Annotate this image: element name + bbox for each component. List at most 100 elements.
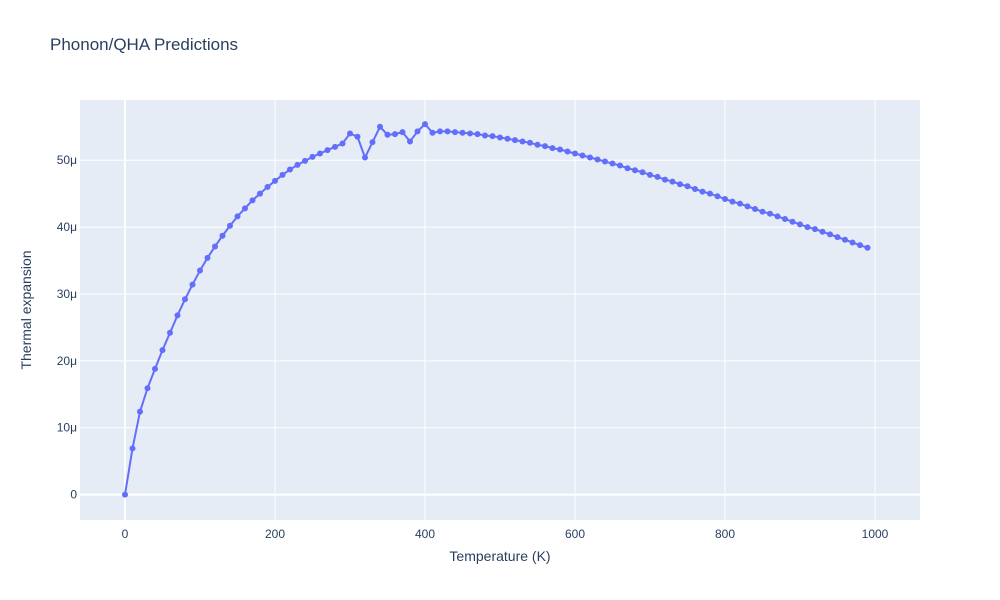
data-point [467, 130, 473, 137]
x-tick-label: 200 [265, 527, 285, 541]
data-point [422, 121, 428, 128]
x-gridlines [124, 100, 876, 520]
data-point [152, 365, 158, 372]
data-point [212, 243, 218, 250]
y-tick-label: 30μ [57, 287, 77, 301]
data-point [399, 129, 406, 136]
data-point [452, 129, 458, 136]
data-point [714, 193, 721, 200]
data-point [669, 178, 676, 185]
data-point [144, 385, 151, 392]
data-point [227, 222, 233, 229]
data-point [677, 181, 683, 188]
x-tick-label: 0 [122, 527, 129, 541]
data-point [842, 236, 848, 243]
data-point [197, 267, 203, 274]
data-point [204, 254, 211, 261]
data-point [332, 143, 338, 150]
data-point [249, 197, 256, 204]
data-point [864, 244, 871, 251]
y-tick-label: 50μ [57, 153, 77, 167]
y-tick-label: 20μ [57, 354, 77, 368]
data-point [257, 190, 263, 197]
data-point [489, 133, 496, 140]
data-point [684, 183, 691, 190]
data-point [819, 228, 826, 235]
data-point [534, 141, 541, 148]
data-point [512, 137, 518, 144]
data-point [609, 160, 616, 167]
x-axis-title: Temperature (K) [449, 548, 550, 564]
data-point [572, 150, 578, 157]
data-point [737, 200, 743, 207]
data-point [189, 281, 196, 288]
data-point [542, 143, 548, 150]
data-point [122, 491, 128, 498]
data-point [579, 152, 586, 159]
series-layer [122, 121, 871, 498]
data-point [377, 123, 383, 130]
data-point [272, 177, 278, 184]
data-point [279, 171, 286, 178]
data-point [662, 176, 668, 183]
data-point [504, 135, 511, 142]
y-gridlines [80, 159, 920, 496]
data-point [294, 161, 301, 168]
data-point [722, 195, 728, 202]
data-point [354, 133, 361, 140]
data-point [414, 128, 421, 135]
data-point [834, 234, 841, 241]
data-point [827, 231, 833, 238]
data-point [497, 134, 503, 141]
data-point [437, 128, 443, 135]
data-point [549, 145, 556, 152]
data-point [219, 232, 226, 239]
y-tick-label: 10μ [57, 421, 77, 435]
data-point [287, 166, 293, 173]
data-point [654, 173, 661, 180]
data-point [602, 158, 608, 165]
data-point [242, 205, 248, 212]
data-point [302, 157, 308, 164]
data-point [339, 140, 346, 147]
data-point [459, 129, 466, 136]
y-tick-label: 0 [70, 488, 77, 502]
data-point [692, 185, 698, 192]
data-point [309, 153, 316, 160]
data-point [527, 139, 533, 146]
data-point [557, 146, 563, 153]
data-point [324, 147, 331, 154]
plot-background [80, 100, 920, 520]
data-point [624, 165, 631, 172]
data-point [362, 154, 368, 161]
data-point [744, 203, 751, 210]
data-point [167, 329, 173, 336]
x-tick-label: 1000 [862, 527, 889, 541]
data-point [639, 169, 646, 176]
data-point [699, 188, 706, 195]
data-point [752, 206, 758, 213]
data-point [407, 138, 413, 145]
data-point [812, 226, 818, 233]
x-tick-label: 400 [415, 527, 435, 541]
data-point [617, 162, 623, 169]
data-point [797, 221, 803, 228]
x-tick-label: 600 [565, 527, 585, 541]
data-point [519, 138, 526, 145]
data-point [174, 312, 181, 319]
data-point [789, 218, 796, 225]
data-point [482, 132, 488, 139]
data-point [182, 296, 188, 303]
data-point [369, 139, 376, 146]
x-tick-labels: 0 200 400 600 800 1000 [122, 527, 889, 541]
data-point [474, 131, 481, 138]
data-point [587, 154, 593, 161]
data-point [729, 198, 736, 205]
data-point [429, 129, 436, 136]
y-tick-labels: 0 10μ 20μ 30μ 40μ 50μ [57, 153, 78, 501]
chart-title: Phonon/QHA Predictions [50, 35, 238, 54]
data-point [767, 210, 773, 217]
data-point [384, 131, 391, 138]
series-line [124, 123, 868, 495]
